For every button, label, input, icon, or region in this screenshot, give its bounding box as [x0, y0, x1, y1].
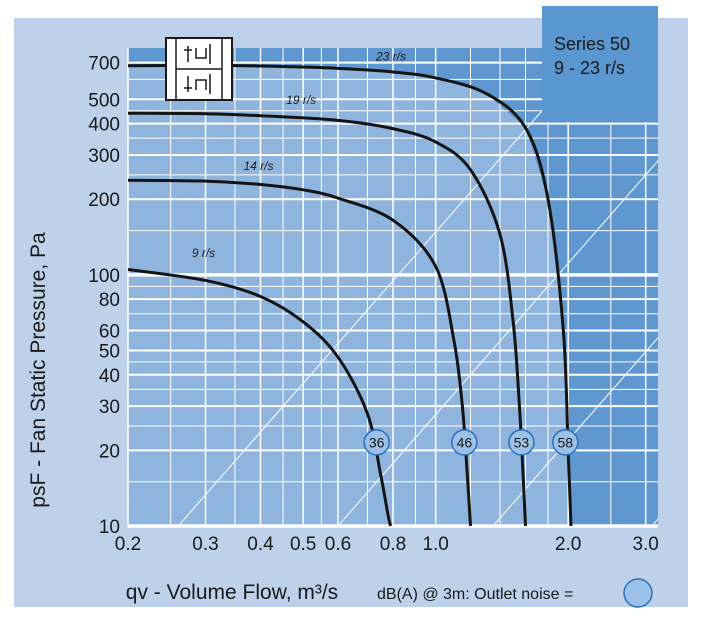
- y-tick-label: 60: [99, 322, 120, 343]
- system-line-1: [177, 48, 598, 526]
- y-tick-label: 400: [88, 115, 120, 136]
- fan-unit-icon: [165, 37, 233, 101]
- legend-note: dB(A) @ 3m: Outlet noise =: [377, 586, 573, 603]
- y-tick-label: 20: [99, 441, 120, 462]
- curve-speed-label: 14 r/s: [243, 159, 273, 173]
- x-tick-label: 2.0: [555, 534, 581, 555]
- speed-range: 9 - 23 r/s: [554, 58, 626, 78]
- fan-curves: 9 r/s 36 14 r/s 46 19 r/s 53 23 r/s 58: [127, 50, 579, 527]
- y-tick-label: 700: [88, 54, 120, 75]
- y-tick-label: 80: [99, 290, 120, 311]
- x-tick-label: 0.5: [290, 534, 316, 555]
- y-tick-label: 10: [99, 517, 120, 538]
- x-tick-label: 0.8: [380, 534, 406, 555]
- x-axis-title: qv - Volume Flow, m³/s: [126, 581, 338, 604]
- noise-badge-label: 58: [558, 434, 574, 450]
- fan-curve-23-r-s: [127, 63, 573, 527]
- noise-badge: [552, 429, 579, 456]
- y-tick-label: 100: [88, 266, 120, 287]
- noise-badge-label: 46: [457, 434, 473, 450]
- y-tick-label: 300: [88, 146, 120, 167]
- curve-speed-label: 19 r/s: [286, 93, 316, 107]
- x-tick-label: 0.3: [192, 534, 218, 555]
- x-tick-label: 0.4: [247, 534, 274, 555]
- series-label-box: Series 50 9 - 23 r/s: [542, 6, 658, 122]
- noise-badge: [508, 429, 535, 456]
- fan-curve-19-r-s: [127, 111, 527, 527]
- circle-swatch-icon: [623, 578, 653, 608]
- x-tick-label: 0.6: [325, 534, 351, 555]
- y-tick-label: 40: [99, 366, 120, 387]
- noise-badge-label: 36: [369, 434, 385, 450]
- x-tick-label: 3.0: [632, 534, 658, 555]
- curve-speed-label: 9 r/s: [192, 246, 215, 260]
- axis-tick-labels: 0.2 0.3 0.4 0.5 0.6 0.8 1.0 2.0 3.0 700 500 400 300 2…: [88, 54, 659, 555]
- fan-curve-9-r-s: [127, 268, 393, 527]
- y-tick-label: 50: [99, 341, 120, 362]
- y-tick-label: 500: [88, 90, 120, 111]
- x-tick-label: 0.2: [115, 534, 141, 555]
- y-axis-title: psF - Fan Static Pressure, Pa: [27, 232, 50, 508]
- curve-speed-label: 23 r/s: [375, 50, 406, 64]
- series-name: Series 50: [554, 34, 631, 54]
- fan-curve-14-r-s: [127, 178, 473, 527]
- noise-badge: [451, 429, 478, 456]
- noise-badge: [363, 429, 390, 456]
- y-tick-label: 30: [99, 397, 120, 418]
- x-tick-label: 1.0: [422, 534, 448, 555]
- operating-area: [128, 65, 572, 526]
- noise-badge-label: 53: [514, 434, 530, 450]
- y-tick-label: 200: [88, 190, 120, 211]
- system-line-2: [337, 160, 658, 526]
